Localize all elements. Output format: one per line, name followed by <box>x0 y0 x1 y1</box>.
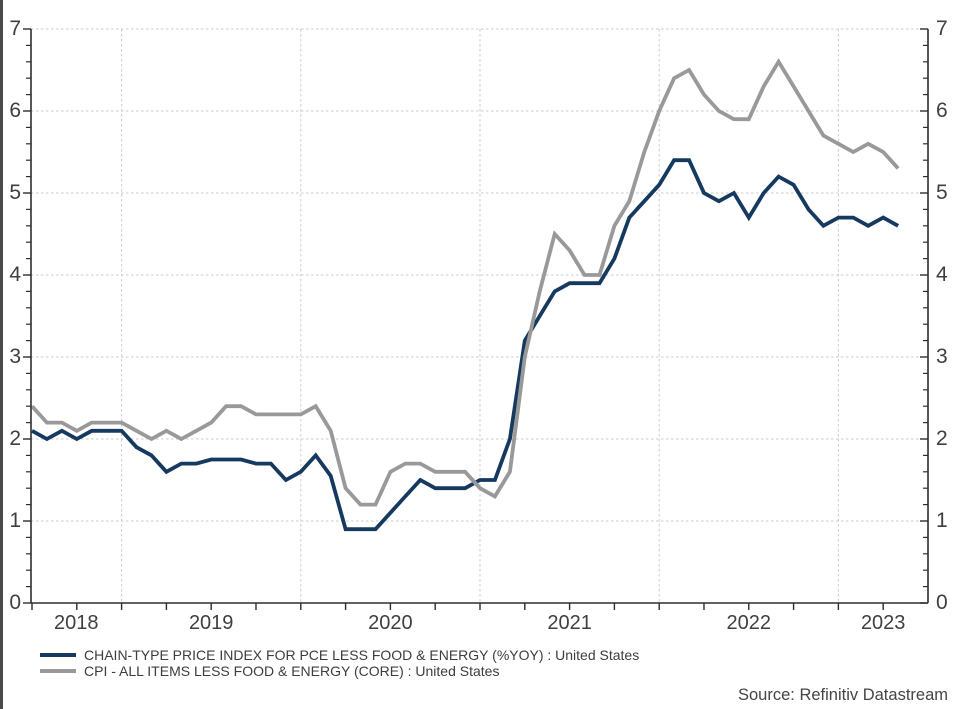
y-tick-label-left: 7 <box>9 17 21 40</box>
pce-line-swatch <box>40 652 76 657</box>
source-note: Source: Refinitiv Datastream <box>738 686 948 704</box>
x-tick-label: 2019 <box>188 612 234 634</box>
cpi-line <box>30 58 900 507</box>
x-tick-label: 2023 <box>860 612 906 634</box>
legend-label-cpi: CPI - ALL ITEMS LESS FOOD & ENERGY (CORE… <box>84 662 500 679</box>
y-tick-label-right: 2 <box>936 427 948 450</box>
y-tick-label-right: 5 <box>936 181 948 204</box>
y-tick-label-left: 2 <box>9 427 21 450</box>
y-tick-label-left: 3 <box>9 345 21 368</box>
y-tick-label-left: 6 <box>9 99 21 122</box>
x-tick-label: 2020 <box>368 612 413 634</box>
legend-item-pce: CHAIN-TYPE PRICE INDEX FOR PCE LESS FOOD… <box>40 646 640 663</box>
x-tick-label: 2021 <box>547 612 592 634</box>
legend-label-pce: CHAIN-TYPE PRICE INDEX FOR PCE LESS FOOD… <box>84 646 640 663</box>
y-tick-label-right: 0 <box>936 591 948 614</box>
y-tick-label-right: 4 <box>936 263 948 286</box>
y-tick-label-left: 5 <box>9 181 21 204</box>
chart-legend: CHAIN-TYPE PRICE INDEX FOR PCE LESS FOOD… <box>40 646 640 679</box>
y-tick-label-right: 3 <box>936 345 948 368</box>
y-tick-label-right: 6 <box>936 99 948 122</box>
y-tick-label-left: 0 <box>9 591 21 614</box>
legend-item-cpi: CPI - ALL ITEMS LESS FOOD & ENERGY (CORE… <box>40 662 639 679</box>
pce-line <box>31 158 900 532</box>
y-tick-label-left: 1 <box>9 509 21 532</box>
y-tick-label-left: 4 <box>9 263 21 286</box>
cpi-line-swatch <box>40 668 76 673</box>
x-tick-label: 2018 <box>54 612 99 634</box>
y-tick-label-right: 7 <box>936 17 948 40</box>
x-tick-label: 2022 <box>726 612 772 634</box>
window-left-border <box>0 0 3 709</box>
y-tick-label-right: 1 <box>936 509 948 532</box>
